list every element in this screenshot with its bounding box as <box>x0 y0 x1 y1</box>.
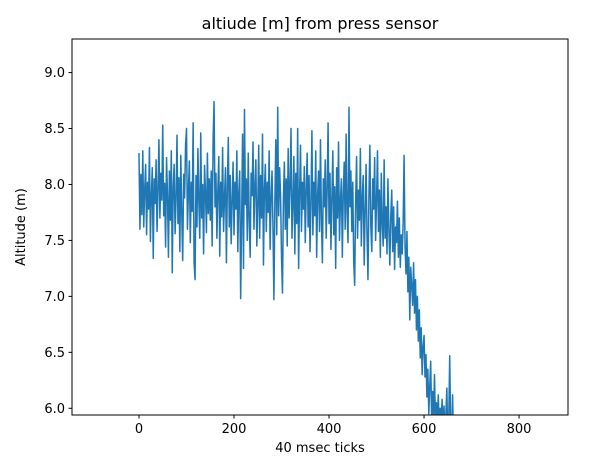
x-axis-label: 40 msec ticks <box>275 441 365 456</box>
x-tick-label: 0 <box>135 422 143 437</box>
y-tick-label: 8.0 <box>44 178 65 193</box>
y-tick-label: 7.0 <box>44 290 65 305</box>
chart-title: altiude [m] from press sensor <box>202 14 439 33</box>
y-axis-ticks: 6.0 6.5 7.0 7.5 8.0 8.5 9.0 <box>44 66 72 417</box>
x-tick-label: 600 <box>412 422 437 437</box>
y-tick-label: 7.5 <box>44 234 65 249</box>
altitude-data-line <box>138 100 454 415</box>
x-tick-label: 200 <box>222 422 247 437</box>
x-axis-ticks: 0 200 400 600 800 <box>135 415 532 437</box>
y-tick-label: 6.5 <box>44 346 65 361</box>
axes-frame <box>71 38 569 416</box>
x-tick-label: 800 <box>507 422 532 437</box>
x-tick-label: 400 <box>317 422 342 437</box>
y-tick-label: 8.5 <box>44 122 65 137</box>
y-tick-label: 9.0 <box>44 66 65 81</box>
y-axis-label: Altitude (m) <box>14 188 29 266</box>
y-tick-label: 6.0 <box>44 402 65 417</box>
